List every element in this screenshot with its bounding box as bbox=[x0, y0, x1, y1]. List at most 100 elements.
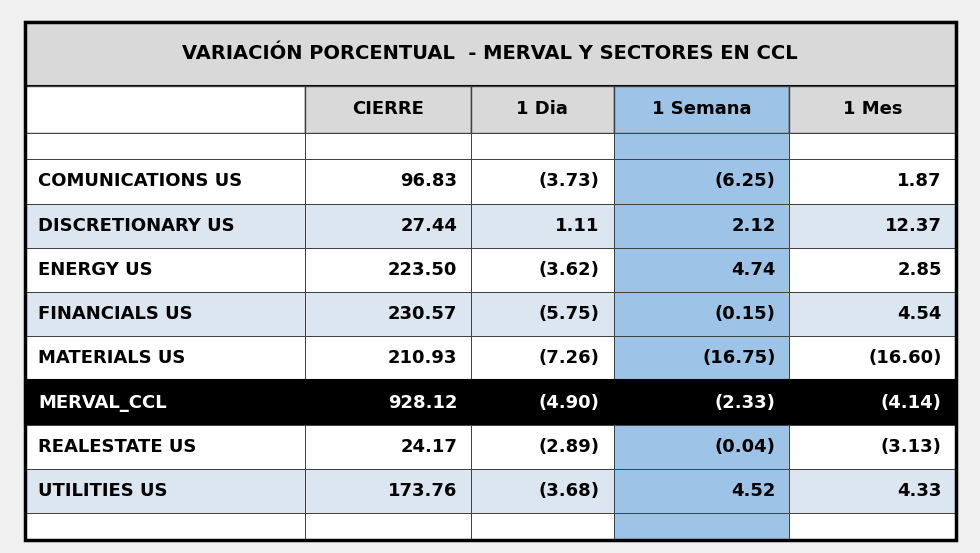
Text: 1 Dia: 1 Dia bbox=[516, 100, 568, 118]
Bar bbox=[305, 86, 471, 133]
Bar bbox=[471, 86, 613, 133]
Text: 1 Mes: 1 Mes bbox=[843, 100, 903, 118]
Text: MATERIALS US: MATERIALS US bbox=[38, 349, 185, 367]
Text: COMUNICATIONS US: COMUNICATIONS US bbox=[38, 173, 242, 190]
Bar bbox=[24, 86, 305, 133]
Bar bbox=[471, 425, 613, 469]
Text: DISCRETIONARY US: DISCRETIONARY US bbox=[38, 217, 235, 234]
Bar bbox=[613, 133, 789, 159]
Bar bbox=[613, 159, 789, 204]
Bar bbox=[24, 248, 305, 292]
Text: 1.11: 1.11 bbox=[556, 217, 600, 234]
Bar bbox=[471, 292, 613, 336]
Bar bbox=[789, 204, 956, 248]
Bar bbox=[789, 380, 956, 425]
Bar bbox=[789, 469, 956, 513]
Bar bbox=[613, 513, 789, 540]
Bar bbox=[305, 380, 471, 425]
Text: 2.85: 2.85 bbox=[898, 261, 942, 279]
Text: (4.14): (4.14) bbox=[881, 394, 942, 411]
Text: 1 Semana: 1 Semana bbox=[652, 100, 751, 118]
Bar bbox=[305, 469, 471, 513]
Text: (16.75): (16.75) bbox=[702, 349, 775, 367]
Text: 928.12: 928.12 bbox=[388, 394, 458, 411]
Text: MERVAL_CCL: MERVAL_CCL bbox=[38, 394, 167, 411]
Text: (16.60): (16.60) bbox=[868, 349, 942, 367]
Text: (2.89): (2.89) bbox=[539, 438, 600, 456]
Bar bbox=[613, 336, 789, 380]
Bar bbox=[305, 133, 471, 159]
Text: (6.25): (6.25) bbox=[714, 173, 775, 190]
Bar bbox=[471, 248, 613, 292]
Text: 4.74: 4.74 bbox=[731, 261, 775, 279]
Bar bbox=[789, 159, 956, 204]
Bar bbox=[789, 133, 956, 159]
Text: (3.68): (3.68) bbox=[539, 482, 600, 500]
Bar bbox=[789, 513, 956, 540]
Text: 24.17: 24.17 bbox=[401, 438, 458, 456]
Bar bbox=[24, 133, 305, 159]
Text: (0.04): (0.04) bbox=[714, 438, 775, 456]
Bar bbox=[789, 86, 956, 133]
Bar bbox=[789, 336, 956, 380]
Text: 27.44: 27.44 bbox=[401, 217, 458, 234]
Bar bbox=[613, 86, 789, 133]
Text: 173.76: 173.76 bbox=[388, 482, 458, 500]
Bar bbox=[305, 159, 471, 204]
Bar bbox=[789, 292, 956, 336]
Bar bbox=[24, 159, 305, 204]
Text: (7.26): (7.26) bbox=[539, 349, 600, 367]
Text: (3.62): (3.62) bbox=[539, 261, 600, 279]
Text: 12.37: 12.37 bbox=[885, 217, 942, 234]
Bar bbox=[24, 513, 305, 540]
Bar bbox=[24, 380, 305, 425]
Text: (5.75): (5.75) bbox=[539, 305, 600, 323]
Text: CIERRE: CIERRE bbox=[352, 100, 423, 118]
Bar bbox=[613, 292, 789, 336]
Text: 96.83: 96.83 bbox=[400, 173, 458, 190]
Bar bbox=[305, 248, 471, 292]
Bar bbox=[305, 425, 471, 469]
Bar bbox=[613, 248, 789, 292]
Text: 4.33: 4.33 bbox=[898, 482, 942, 500]
Bar bbox=[24, 22, 956, 86]
Text: (3.13): (3.13) bbox=[881, 438, 942, 456]
Text: ENERGY US: ENERGY US bbox=[38, 261, 153, 279]
Bar bbox=[24, 292, 305, 336]
Bar bbox=[471, 133, 613, 159]
Bar bbox=[471, 204, 613, 248]
Bar bbox=[613, 425, 789, 469]
Bar bbox=[305, 204, 471, 248]
Bar bbox=[613, 469, 789, 513]
Bar bbox=[24, 469, 305, 513]
Text: 4.52: 4.52 bbox=[731, 482, 775, 500]
Bar bbox=[471, 469, 613, 513]
Text: REALESTATE US: REALESTATE US bbox=[38, 438, 197, 456]
Bar bbox=[613, 204, 789, 248]
Bar bbox=[24, 425, 305, 469]
Bar bbox=[471, 336, 613, 380]
Text: FINANCIALS US: FINANCIALS US bbox=[38, 305, 193, 323]
Text: 223.50: 223.50 bbox=[388, 261, 458, 279]
Bar bbox=[471, 380, 613, 425]
Text: 230.57: 230.57 bbox=[388, 305, 458, 323]
Text: VARIACIÓN PORCENTUAL  - MERVAL Y SECTORES EN CCL: VARIACIÓN PORCENTUAL - MERVAL Y SECTORES… bbox=[182, 44, 798, 64]
Text: (0.15): (0.15) bbox=[714, 305, 775, 323]
Text: 210.93: 210.93 bbox=[388, 349, 458, 367]
Bar bbox=[24, 204, 305, 248]
Bar bbox=[789, 425, 956, 469]
Bar bbox=[471, 159, 613, 204]
Text: 2.12: 2.12 bbox=[731, 217, 775, 234]
Text: 1.87: 1.87 bbox=[898, 173, 942, 190]
Bar bbox=[305, 336, 471, 380]
Text: (3.73): (3.73) bbox=[539, 173, 600, 190]
Bar bbox=[305, 513, 471, 540]
Text: (4.90): (4.90) bbox=[539, 394, 600, 411]
Text: 4.54: 4.54 bbox=[898, 305, 942, 323]
Bar bbox=[613, 380, 789, 425]
Bar bbox=[471, 513, 613, 540]
Bar bbox=[24, 336, 305, 380]
Bar bbox=[789, 248, 956, 292]
Text: UTILITIES US: UTILITIES US bbox=[38, 482, 168, 500]
Text: (2.33): (2.33) bbox=[714, 394, 775, 411]
